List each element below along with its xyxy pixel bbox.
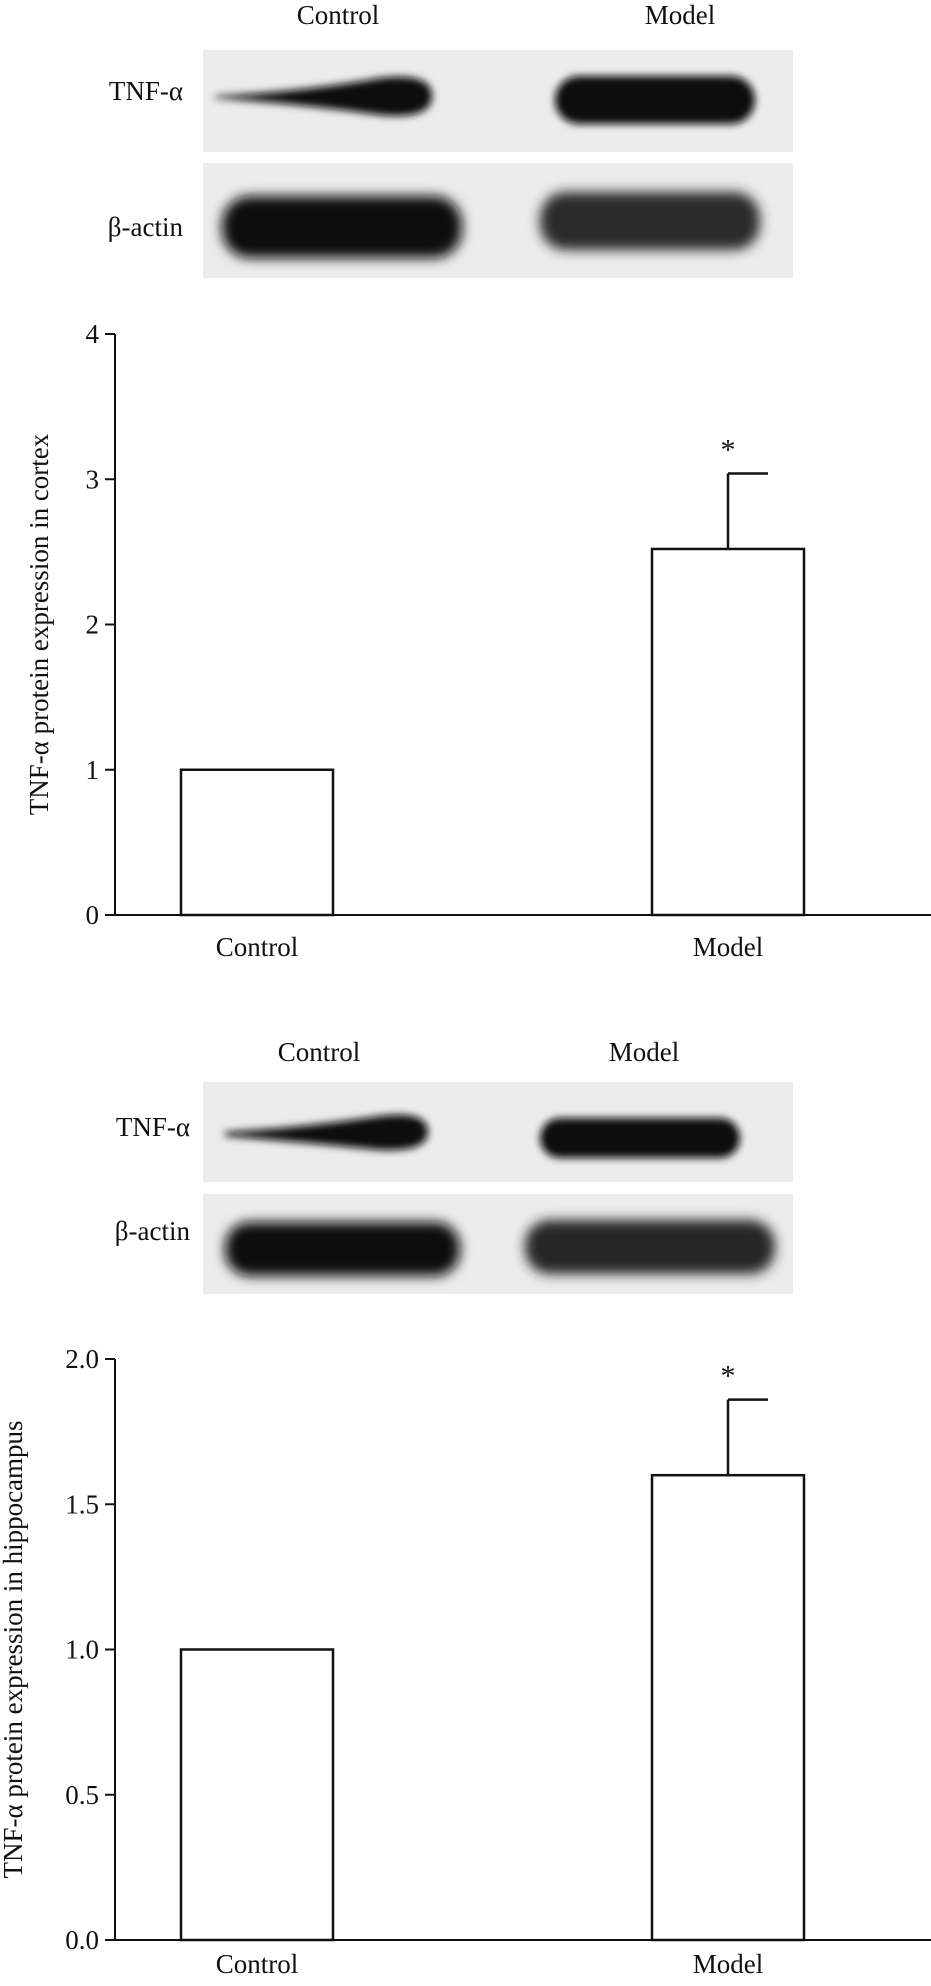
category-label-control: Control	[216, 932, 299, 962]
blot-cortex: Control Model TNF-α β-actin	[108, 0, 793, 278]
y-tick-label: 0.5	[65, 1780, 99, 1810]
bar-chart-hippocampus: 0.0 0.5 1.0 1.5 2.0 Control * Model TNF-α protei…	[0, 1344, 931, 1979]
bar-chart-cortex: 0 1 2 3 4 Control * Model TNF-α protein expressi…	[24, 319, 931, 962]
band-label-tnf: TNF-α	[109, 76, 183, 106]
band-label-actin: β-actin	[115, 1216, 191, 1246]
band-label-tnf: TNF-α	[116, 1112, 190, 1142]
bar-model	[650, 1473, 806, 1942]
significance-mark: *	[721, 1360, 736, 1393]
bar-model	[650, 547, 806, 917]
y-tick-label: 1.5	[65, 1489, 99, 1519]
y-tick-label: 1.0	[65, 1635, 99, 1665]
panel-cortex: Control Model TNF-α β-actin 0 1 2 3 4 Control…	[24, 0, 931, 962]
y-tick-label: 2	[86, 610, 100, 640]
category-label-model: Model	[693, 1949, 764, 1979]
y-tick-label: 0	[86, 900, 100, 930]
significance-mark: *	[721, 433, 736, 466]
band-actin-control	[225, 1222, 460, 1276]
band-tnf-model	[555, 76, 755, 124]
y-tick-label: 0.0	[65, 1925, 99, 1955]
band-actin-model	[540, 192, 760, 250]
category-label-control: Control	[216, 1949, 299, 1979]
y-axis-label: TNF-α protein expression in cortex	[24, 433, 54, 815]
lane-label-control: Control	[278, 1037, 361, 1067]
bar-control	[179, 1648, 335, 1942]
band-label-actin: β-actin	[108, 212, 184, 242]
lane-label-model: Model	[645, 0, 716, 30]
bar-control	[179, 768, 335, 917]
y-tick-label: 4	[86, 319, 100, 349]
band-tnf-control	[225, 1114, 428, 1151]
y-axis-label: TNF-α protein expression in hippocampus	[0, 1420, 28, 1878]
y-tick-label: 2.0	[65, 1344, 99, 1374]
category-label-model: Model	[693, 932, 764, 962]
panel-hippocampus: Control Model TNF-α β-actin 0.0 0.5 1.0 1.5…	[0, 1037, 931, 1979]
lane-label-control: Control	[297, 0, 380, 30]
y-tick-label: 1	[86, 755, 100, 785]
y-tick-label: 3	[86, 464, 100, 494]
band-actin-model	[525, 1220, 775, 1274]
lane-label-model: Model	[609, 1037, 680, 1067]
band-tnf-control	[215, 76, 432, 116]
band-tnf-model	[540, 1118, 740, 1158]
band-actin-control	[222, 196, 462, 258]
blot-hippocampus: Control Model TNF-α β-actin	[115, 1037, 793, 1294]
